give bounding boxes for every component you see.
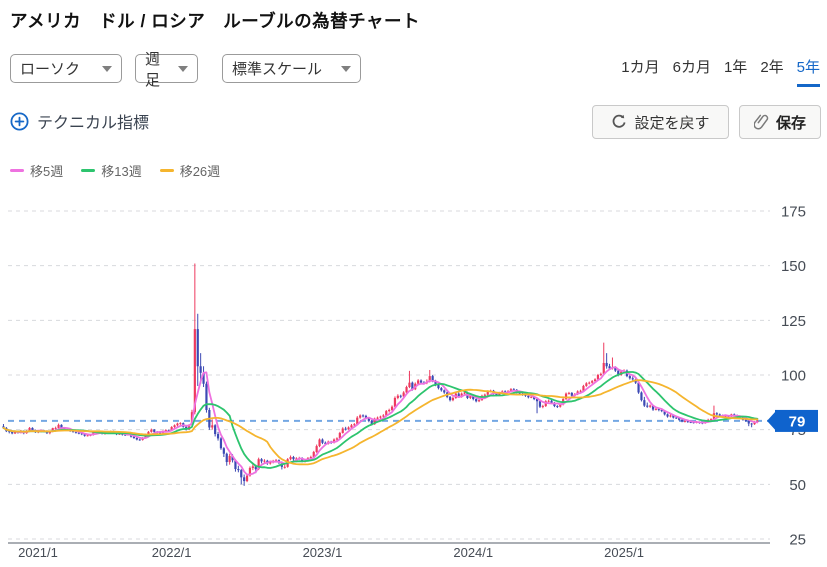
save-label: 保存 [775, 114, 806, 132]
legend-item-ma5: 移5週 [10, 161, 63, 180]
period-nav: 1カ月 6カ月 1年 2年 5年 [621, 56, 820, 87]
chart-type-dropdown[interactable]: ローソク [10, 54, 122, 83]
page-title: アメリカ ドル / ロシア ルーブルの為替チャート [10, 11, 420, 31]
period-2year[interactable]: 2年 [760, 59, 784, 76]
svg-text:2023/1: 2023/1 [303, 545, 343, 560]
scale-dropdown[interactable]: 標準スケール [222, 54, 361, 83]
ma-legend: 移5週 移13週 移26週 [10, 161, 220, 180]
technical-indicator-link[interactable]: テクニカル指標 [10, 109, 149, 133]
svg-text:2025/1: 2025/1 [604, 545, 644, 560]
chart-type-value: ローソク [20, 61, 81, 78]
svg-text:100: 100 [781, 368, 806, 385]
plus-circle-icon [10, 111, 29, 131]
scale-value: 標準スケール [232, 61, 323, 78]
svg-text:2022/1: 2022/1 [152, 545, 192, 560]
period-1month[interactable]: 1カ月 [621, 59, 660, 76]
period-6month[interactable]: 6カ月 [672, 59, 711, 76]
svg-text:79: 79 [789, 413, 806, 430]
interval-value: 週足 [145, 50, 161, 89]
svg-text:50: 50 [789, 477, 806, 494]
ma13-swatch [81, 169, 96, 172]
chevron-down-icon [341, 65, 351, 72]
reset-settings-label: 設定を戻す [634, 114, 710, 132]
period-1year[interactable]: 1年 [723, 59, 748, 76]
interval-dropdown[interactable]: 週足 [135, 51, 198, 89]
paperclip-icon [753, 114, 769, 130]
period-5year[interactable]: 5年 [796, 56, 820, 87]
svg-text:175: 175 [781, 204, 806, 221]
svg-text:25: 25 [789, 532, 806, 549]
candlestick-price-chart: 2550751001251501752021/12022/12023/12024… [2, 204, 818, 560]
svg-text:150: 150 [781, 258, 806, 275]
ma26-label: 移26週 [179, 164, 221, 179]
svg-text:2024/1: 2024/1 [453, 545, 493, 560]
svg-text:125: 125 [781, 313, 806, 330]
technical-indicator-label: テクニカル指標 [37, 115, 150, 132]
legend-item-ma13: 移13週 [81, 161, 142, 180]
ma5-swatch [10, 169, 24, 172]
reset-settings-button[interactable]: 設定を戻す [592, 105, 729, 139]
ma13-label: 移13週 [101, 164, 142, 179]
save-button[interactable]: 保存 [739, 105, 821, 139]
legend-item-ma26: 移26週 [159, 161, 221, 180]
chevron-down-icon [178, 65, 188, 72]
refresh-icon [611, 114, 627, 130]
svg-text:2021/1: 2021/1 [18, 545, 58, 560]
ma5-label: 移5週 [30, 164, 64, 179]
chevron-down-icon [102, 65, 112, 72]
ma26-swatch [159, 169, 174, 172]
